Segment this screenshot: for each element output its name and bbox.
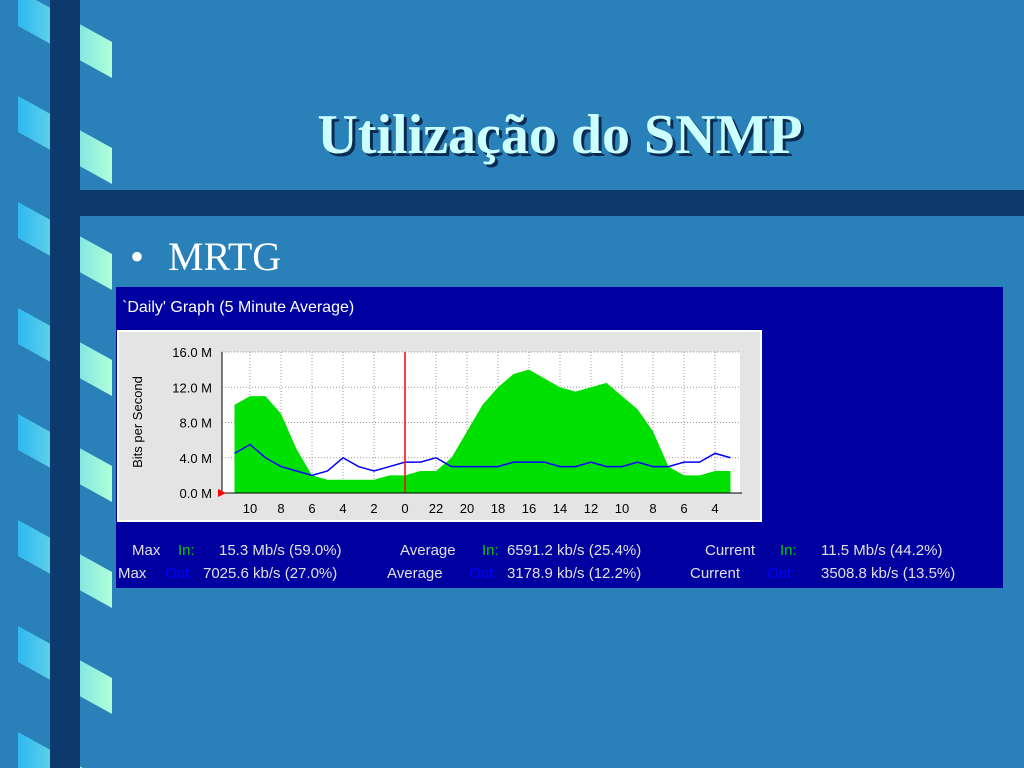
- x-tick-label: 0: [401, 501, 408, 516]
- stat-text: Average: [400, 542, 456, 559]
- x-tick-label: 6: [680, 501, 687, 516]
- y-tick-label: 16.0 M: [172, 345, 212, 360]
- axis-arrow: [218, 489, 226, 497]
- stat-text: 15.3 Mb/s (59.0%): [219, 542, 342, 559]
- x-tick-label: 2: [370, 501, 377, 516]
- x-tick-label: 4: [711, 501, 718, 516]
- stat-text: 11.5 Mb/s (44.2%): [821, 542, 942, 559]
- x-tick-label: 22: [429, 501, 443, 516]
- x-tick-label: 14: [553, 501, 567, 516]
- bullet-dot: •: [130, 234, 144, 279]
- stat-text: Average: [387, 565, 443, 582]
- stat-text: 3178.9 kb/s (12.2%): [507, 565, 641, 582]
- stat-text: Out:: [469, 565, 497, 582]
- x-tick-label: 20: [460, 501, 474, 516]
- x-tick-label: 18: [491, 501, 505, 516]
- x-tick-label: 4: [339, 501, 346, 516]
- y-tick-label: 12.0 M: [172, 380, 212, 395]
- bullet-text: MRTG: [168, 234, 281, 279]
- stat-text: Out:: [767, 565, 795, 582]
- x-tick-label: 8: [649, 501, 656, 516]
- x-tick-label: 6: [308, 501, 315, 516]
- stat-text: In:: [482, 542, 499, 559]
- x-tick-label: 12: [584, 501, 598, 516]
- x-tick-label: 16: [522, 501, 536, 516]
- in-area: [234, 369, 731, 493]
- out-line: [234, 443, 731, 477]
- chart-title: `Daily' Graph (5 Minute Average): [122, 299, 354, 316]
- stat-text: Max: [132, 542, 161, 559]
- stat-text: In:: [178, 542, 195, 559]
- y-tick-label: 0.0 M: [179, 486, 212, 501]
- y-tick-label: 4.0 M: [179, 451, 212, 466]
- x-tick-label: 10: [615, 501, 629, 516]
- stat-text: Current: [705, 542, 756, 559]
- vertical-bar: [50, 0, 80, 768]
- x-tick-label: 8: [277, 501, 284, 516]
- y-tick-label: 8.0 M: [179, 416, 212, 431]
- stat-text: Out:: [165, 565, 193, 582]
- y-axis-label: Bits per Second: [130, 376, 145, 468]
- stat-text: In:: [780, 542, 797, 559]
- horizontal-bar: [70, 190, 1024, 216]
- stat-text: 6591.2 kb/s (25.4%): [507, 542, 641, 559]
- stat-text: 3508.8 kb/s (13.5%): [821, 565, 955, 582]
- x-tick-label: 10: [243, 501, 257, 516]
- stat-text: Max: [118, 565, 147, 582]
- title-shadow: Utilização do SNMP: [320, 107, 805, 169]
- stat-text: 7025.6 kb/s (27.0%): [203, 565, 337, 582]
- stat-text: Current: [690, 565, 741, 582]
- slide-title: Utilização do SNMP: [317, 104, 802, 166]
